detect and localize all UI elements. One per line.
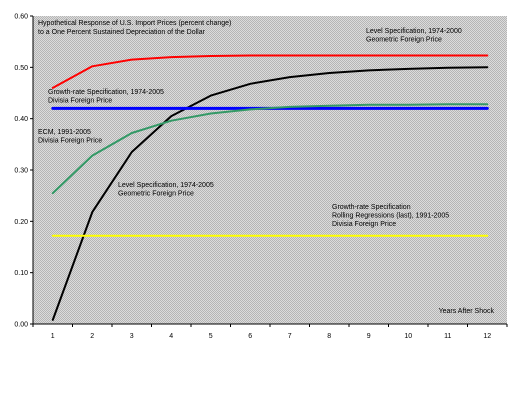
y-tick-label: 0.60 <box>14 14 28 21</box>
x-tick-label: 10 <box>404 333 412 340</box>
y-tick-label: 0.00 <box>14 322 28 329</box>
chart-title-line: to a One Percent Sustained Depreciation … <box>38 29 206 36</box>
annotation-level_1974_2000: Geometric Foreign Price <box>366 37 442 44</box>
x-tick-label: 9 <box>367 333 371 340</box>
annotation-ecm_1991_2005: ECM, 1991-2005 <box>38 129 91 136</box>
annotation-rolling_1991_2005: Rolling Regressions (last), 1991-2005 <box>332 213 449 220</box>
x-axis-label: Years After Shock <box>439 308 495 315</box>
annotation-rolling_1991_2005: Growth-rate Specification <box>332 204 411 211</box>
annotation-level_1974_2000: Level Specification, 1974-2000 <box>366 28 462 35</box>
annotation-rolling_1991_2005: Divisia Foreign Price <box>332 221 396 228</box>
y-tick-label: 0.10 <box>14 270 28 277</box>
annotation-growth_rate_1974_2005: Divisia Foreign Price <box>48 98 112 105</box>
y-tick-label: 0.40 <box>14 116 28 123</box>
x-tick-label: 11 <box>444 333 451 340</box>
x-tick-label: 6 <box>248 333 252 340</box>
series-line-ecm_1991_2005 <box>51 103 489 195</box>
y-tick-label: 0.50 <box>14 65 28 72</box>
x-tick-label: 12 <box>483 333 491 340</box>
series-group <box>51 54 489 321</box>
y-tick-label: 0.30 <box>14 168 28 175</box>
annotation-level_1974_2005: Level Specification, 1974-2005 <box>118 182 214 189</box>
x-tick-label: 4 <box>169 333 173 340</box>
x-tick-label: 2 <box>90 333 94 340</box>
annotation-level_1974_2005: Geometric Foreign Price <box>118 191 194 198</box>
x-tick-label: 5 <box>209 333 213 340</box>
plot-area <box>33 16 507 324</box>
series-line-level_1974_2000 <box>51 54 489 89</box>
y-tick-label: 0.20 <box>14 219 28 226</box>
annotation-growth_rate_1974_2005: Growth-rate Specification, 1974-2005 <box>48 89 164 96</box>
x-tick-label: 8 <box>327 333 331 340</box>
annotation-ecm_1991_2005: Divisia Foreign Price <box>38 138 102 145</box>
x-tick-label: 3 <box>130 333 134 340</box>
labels-group: 0.000.100.200.300.400.500.601 2 3 4 5 6 7 8 9 10 1… <box>14 14 494 341</box>
x-tick-label: 7 <box>288 333 292 340</box>
axes <box>30 15 508 327</box>
chart-title-line: Hypothetical Response of U.S. Import Pri… <box>38 20 231 27</box>
x-tick-label: 1 <box>51 333 55 340</box>
series-line-level_1974_2005 <box>51 66 489 321</box>
